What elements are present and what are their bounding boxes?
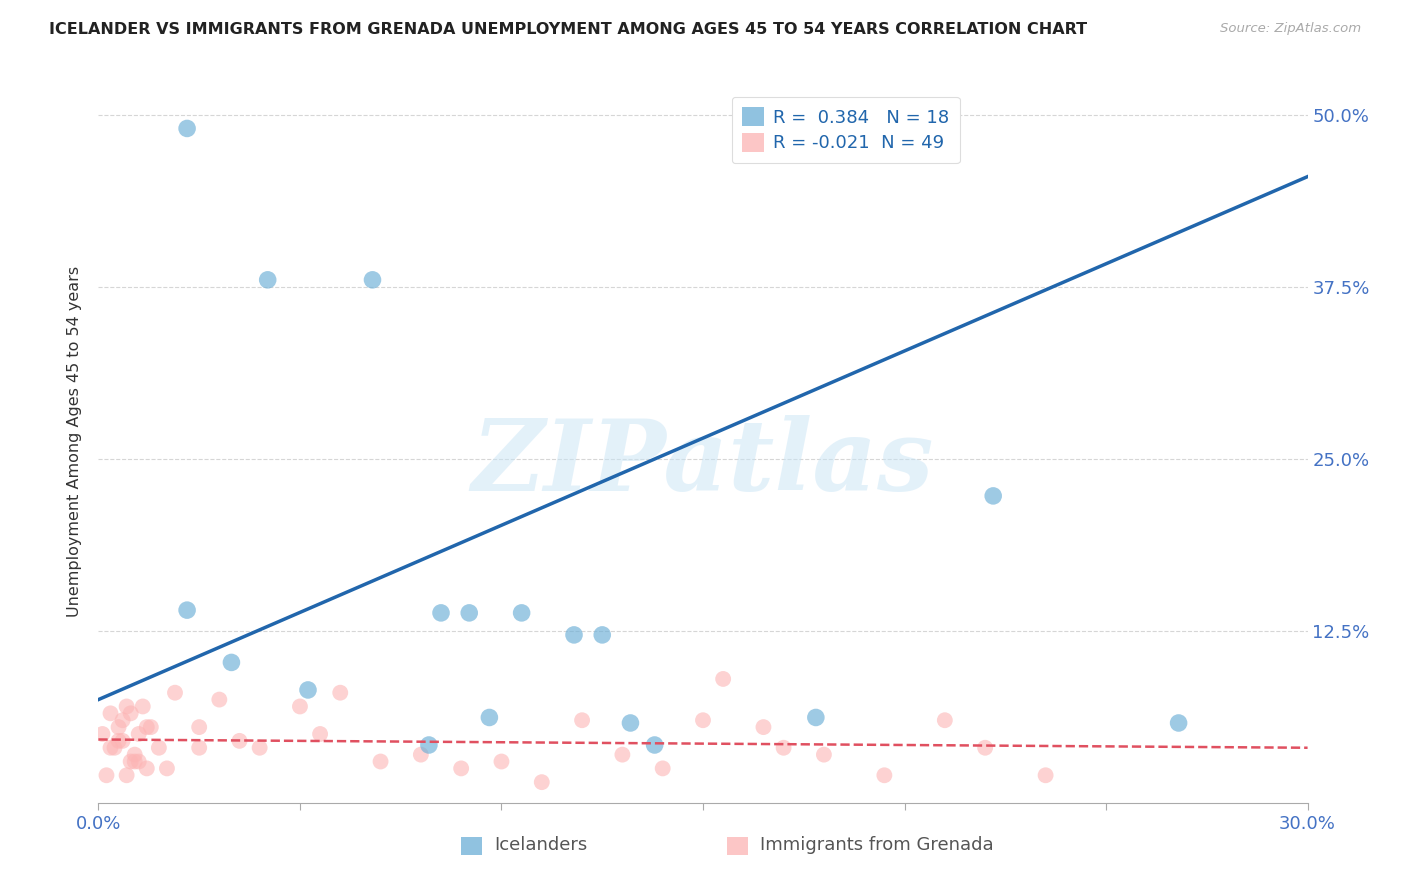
Point xyxy=(409,747,432,762)
Point xyxy=(163,686,186,700)
Point xyxy=(288,699,311,714)
FancyBboxPatch shape xyxy=(461,837,482,855)
Point xyxy=(124,747,146,762)
Point xyxy=(873,768,896,782)
Point xyxy=(510,606,533,620)
Point xyxy=(329,686,352,700)
Point xyxy=(591,628,613,642)
Y-axis label: Unemployment Among Ages 45 to 54 years: Unemployment Among Ages 45 to 54 years xyxy=(66,266,82,617)
Point xyxy=(974,740,997,755)
Point xyxy=(297,682,319,697)
Point xyxy=(208,692,231,706)
Point xyxy=(128,727,150,741)
Text: ZIPatlas: ZIPatlas xyxy=(472,415,934,511)
Point xyxy=(176,603,198,617)
Point xyxy=(612,747,634,762)
Point xyxy=(120,755,142,769)
Point xyxy=(361,273,384,287)
Point xyxy=(692,713,714,727)
Point xyxy=(111,713,134,727)
Point xyxy=(221,656,243,670)
Point xyxy=(188,740,211,755)
Point xyxy=(530,775,553,789)
Point xyxy=(111,734,134,748)
Point xyxy=(562,628,585,642)
Point xyxy=(135,720,157,734)
Point xyxy=(115,768,138,782)
Point xyxy=(813,747,835,762)
Point xyxy=(418,738,440,752)
Point xyxy=(644,738,666,752)
Point xyxy=(103,740,125,755)
Point xyxy=(571,713,593,727)
Point xyxy=(228,734,250,748)
Text: Immigrants from Grenada: Immigrants from Grenada xyxy=(761,836,994,854)
Point xyxy=(309,727,332,741)
Point xyxy=(1035,768,1057,782)
Point xyxy=(115,699,138,714)
Point xyxy=(804,710,827,724)
Point xyxy=(107,734,129,748)
Point xyxy=(107,720,129,734)
Text: Source: ZipAtlas.com: Source: ZipAtlas.com xyxy=(1220,22,1361,36)
Point xyxy=(249,740,271,755)
FancyBboxPatch shape xyxy=(727,837,748,855)
Point xyxy=(96,768,118,782)
Point xyxy=(1167,716,1189,731)
Point xyxy=(619,716,641,731)
Point xyxy=(981,489,1004,503)
Point xyxy=(176,121,198,136)
Point xyxy=(128,755,150,769)
Point xyxy=(478,710,501,724)
Point xyxy=(132,699,155,714)
Point xyxy=(450,761,472,775)
Point xyxy=(934,713,956,727)
Point xyxy=(430,606,453,620)
Point xyxy=(100,706,122,721)
Point xyxy=(188,720,211,734)
Text: ICELANDER VS IMMIGRANTS FROM GRENADA UNEMPLOYMENT AMONG AGES 45 TO 54 YEARS CORR: ICELANDER VS IMMIGRANTS FROM GRENADA UNE… xyxy=(49,22,1087,37)
Point xyxy=(256,273,278,287)
Legend: R =  0.384   N = 18, R = -0.021  N = 49: R = 0.384 N = 18, R = -0.021 N = 49 xyxy=(731,96,960,163)
Point xyxy=(651,761,673,775)
Point xyxy=(120,706,142,721)
Point xyxy=(458,606,481,620)
Point xyxy=(139,720,162,734)
Text: Icelanders: Icelanders xyxy=(495,836,588,854)
Point xyxy=(491,755,513,769)
Point xyxy=(124,755,146,769)
Point xyxy=(156,761,179,775)
Point xyxy=(135,761,157,775)
Point xyxy=(91,727,114,741)
Point xyxy=(148,740,170,755)
Point xyxy=(711,672,734,686)
Point xyxy=(370,755,392,769)
Point xyxy=(752,720,775,734)
Point xyxy=(100,740,122,755)
Point xyxy=(772,740,794,755)
